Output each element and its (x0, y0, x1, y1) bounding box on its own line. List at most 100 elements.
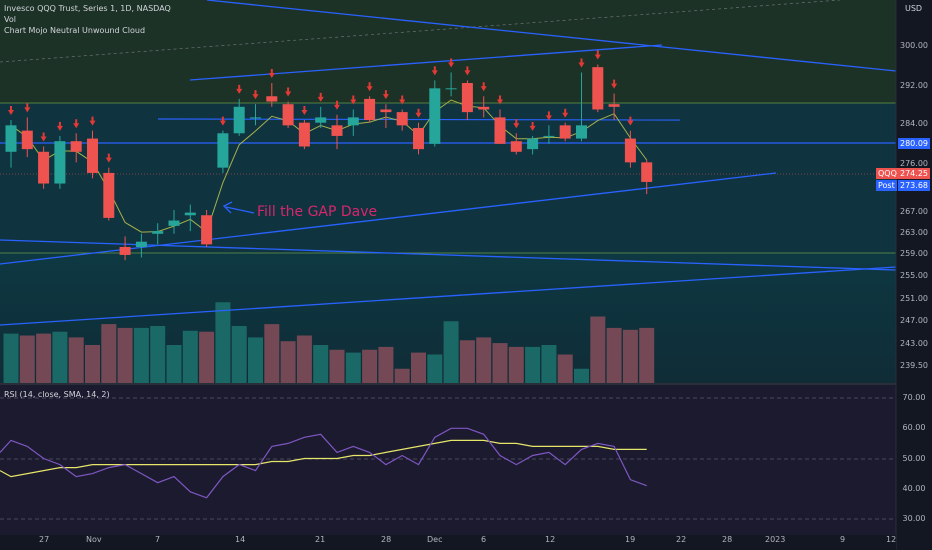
candle-body (624, 138, 636, 163)
candle-body (413, 127, 424, 150)
volume-bar (329, 349, 345, 383)
time-tick: Nov (86, 535, 102, 544)
time-tick: 21 (315, 535, 326, 544)
volume-bar (541, 345, 557, 383)
candle (201, 209, 213, 247)
candle-body (478, 106, 490, 110)
sell-arrow (236, 84, 243, 94)
chart-title: Invesco QQQ Trust, Series 1, 1D, NASDAQ (4, 4, 171, 13)
volume-bar (443, 321, 459, 383)
time-tick: 12 (545, 535, 556, 544)
sell-arrow (219, 116, 226, 126)
volume-bar (68, 337, 84, 383)
trendline (189, 44, 663, 81)
price-tick: 292.00 (900, 81, 928, 90)
candle-body (592, 67, 604, 110)
time-axis-bg (0, 535, 896, 550)
candle-body (576, 125, 587, 139)
price-axis-bg (896, 0, 932, 550)
sell-arrow (431, 66, 438, 76)
candle-body (54, 141, 66, 184)
sell-arrow (73, 119, 80, 129)
candle (119, 236, 131, 261)
volume-bar (3, 333, 19, 383)
price-tick: 247.00 (900, 316, 928, 325)
volume-bar (19, 335, 35, 383)
candle-body (331, 125, 343, 136)
resistance-line (157, 118, 681, 121)
volume-bar (101, 324, 117, 383)
volume-legend: Vol (4, 15, 16, 24)
sell-arrow (448, 58, 455, 68)
candle (624, 130, 636, 168)
candle (347, 109, 359, 136)
volume-bar (427, 354, 443, 383)
candle (461, 80, 473, 121)
candle (87, 130, 98, 179)
volume-bar (606, 327, 622, 383)
candle-body (250, 117, 261, 119)
candle (559, 122, 571, 142)
candle (608, 93, 620, 121)
volume-bar (117, 327, 133, 383)
ema-line (10, 99, 648, 233)
price-tick: 267.00 (900, 207, 928, 216)
sell-arrow (252, 90, 259, 100)
sell-arrow (562, 108, 569, 118)
candle (543, 125, 555, 144)
candle-body (152, 231, 164, 234)
indicator-legend: Chart Mojo Neutral Unwound Cloud (4, 26, 146, 35)
candle (54, 135, 66, 189)
candle (266, 83, 278, 107)
volume-bar (459, 340, 475, 383)
sell-arrow (56, 121, 63, 131)
candle-body (87, 138, 98, 173)
cloud-green-region (0, 0, 896, 103)
candle (527, 135, 539, 155)
volume-bars (3, 302, 655, 383)
sell-arrow (480, 82, 487, 92)
volume-bar (231, 326, 247, 383)
candle-body (396, 112, 408, 126)
candle (429, 80, 441, 147)
candle (38, 146, 50, 189)
price-tick: 251.00 (900, 294, 928, 303)
candle-body (119, 246, 131, 255)
candle (70, 133, 82, 163)
dashed-guide (0, 0, 841, 63)
rsi-tick: 70.00 (902, 393, 926, 402)
volume-bar (557, 354, 573, 383)
annotation-text[interactable]: Fill the GAP Dave (257, 204, 378, 220)
sell-arrow (24, 103, 31, 113)
candle-body (5, 125, 17, 152)
time-tick: 28 (381, 535, 392, 544)
rsi-lines (0, 427, 647, 499)
candle (282, 101, 294, 128)
time-tick: 2023 (765, 535, 786, 544)
candle-body (559, 125, 571, 139)
volume-bar (411, 352, 426, 383)
volume-bar (150, 326, 166, 383)
candle (396, 109, 408, 131)
post-badge: Post (876, 180, 897, 191)
candle (494, 109, 506, 144)
volume-bar (215, 302, 231, 383)
level-badge: 280.09 (898, 138, 930, 149)
price-tick: 300.00 (900, 41, 928, 50)
sell-arrow (497, 95, 503, 105)
candle (380, 104, 392, 128)
candle-body (543, 135, 555, 137)
rsi-tick: 30.00 (902, 514, 926, 523)
volume-bar (199, 331, 215, 383)
volume-bar (133, 327, 149, 383)
volume-bar (476, 337, 492, 383)
candle-body (608, 104, 620, 107)
candle (510, 133, 522, 155)
rsi-grid (0, 397, 896, 520)
volume-bar (362, 349, 378, 383)
time-tick: 9 (840, 535, 846, 544)
candle-body (494, 117, 506, 144)
candle (168, 209, 180, 234)
trendline (0, 239, 897, 271)
